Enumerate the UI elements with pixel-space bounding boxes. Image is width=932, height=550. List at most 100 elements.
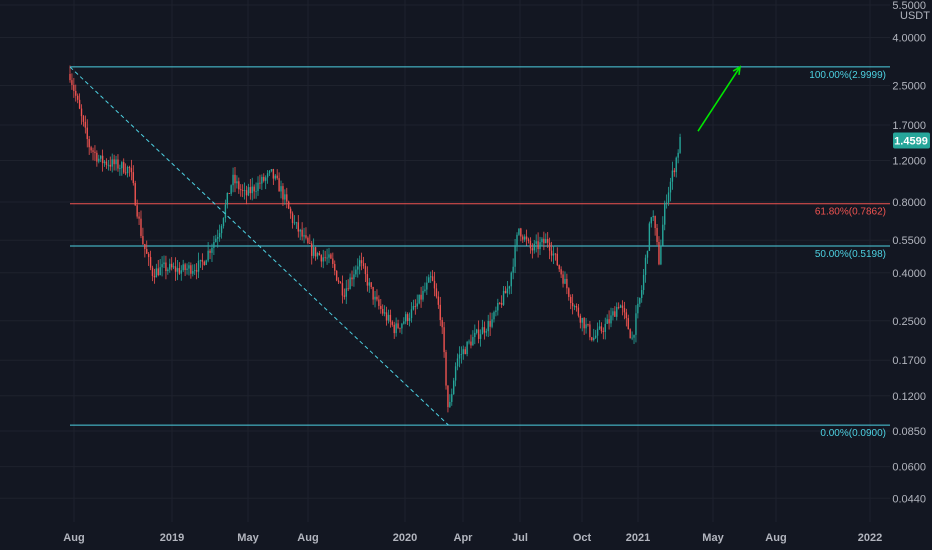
candle-body: [149, 257, 152, 268]
candle-body: [251, 186, 253, 194]
candle-body: [614, 311, 616, 317]
candle-body: [291, 213, 294, 223]
fib-level-label: 100.00%(2.9999): [809, 70, 886, 81]
candle-body: [259, 182, 261, 184]
candle-body: [468, 341, 470, 343]
candle-body: [261, 176, 263, 184]
candle-body: [516, 234, 518, 246]
fib-level-label: 0.00%(0.0900): [820, 428, 886, 439]
candle-body: [98, 158, 100, 162]
candle-body: [445, 352, 447, 386]
x-tick-label: Aug: [297, 532, 318, 544]
candle-body: [412, 306, 415, 310]
candle-body: [596, 328, 599, 336]
candle-body: [307, 237, 309, 244]
candle-body: [460, 354, 463, 355]
candle-body: [217, 237, 219, 239]
fib-retracement[interactable]: 100.00%(2.9999) 61.80%(0.7862) 50.00%(0.51…: [70, 66, 890, 439]
candle-body: [623, 307, 626, 313]
candle-body: [349, 277, 351, 290]
candle-body: [238, 181, 240, 190]
candle-body: [184, 264, 186, 270]
candle-body: [545, 239, 547, 244]
y-tick-label: 5.5000: [892, 0, 926, 12]
candle-body: [652, 215, 654, 218]
candle-body: [428, 277, 430, 283]
candle-body: [366, 274, 369, 286]
candle-body: [328, 254, 330, 258]
time-axis[interactable]: Aug 2019 May Aug 2020 Apr Jul Oct 2021 May Aug 2022: [63, 532, 882, 544]
candle-body: [124, 172, 127, 174]
x-tick-label: 2022: [858, 532, 882, 544]
candle-body: [679, 137, 681, 153]
candle-body: [598, 326, 601, 329]
candle-body: [324, 257, 326, 259]
candle-body: [178, 268, 181, 274]
candle-body: [326, 257, 328, 259]
candle-body: [500, 302, 503, 305]
x-tick-label: Aug: [63, 532, 84, 544]
candle-body: [144, 243, 146, 250]
candle-body: [266, 173, 269, 178]
candle-body: [429, 276, 432, 278]
candle-body: [602, 331, 605, 332]
candle-body: [241, 190, 244, 191]
candle-body: [497, 302, 499, 311]
candle-body: [566, 278, 568, 289]
y-tick-label: 1.7000: [892, 120, 926, 132]
candle-body: [662, 224, 664, 246]
candle-body: [435, 288, 438, 297]
candle-body: [405, 314, 407, 322]
candle-body: [564, 278, 566, 284]
candle-body: [186, 268, 188, 270]
candle-body: [169, 263, 171, 270]
candle-body: [612, 311, 614, 316]
candle-body: [489, 321, 491, 327]
candle-body: [167, 269, 169, 272]
candle-body: [90, 147, 92, 151]
candle-body: [301, 229, 303, 237]
candle-body: [443, 327, 445, 353]
candle-body: [332, 258, 334, 265]
price-axis[interactable]: USDT 5.5000 4.0000 2.5000 1.7000 1.2000 0.800…: [892, 0, 930, 505]
candle-body: [197, 260, 200, 272]
candle-body: [228, 192, 230, 194]
candle-body: [351, 277, 353, 280]
candle-body: [80, 108, 83, 117]
y-tick-label: 1.2000: [892, 156, 926, 168]
candle-body: [451, 394, 453, 402]
candle-body: [295, 222, 298, 224]
candle-body: [226, 192, 229, 205]
x-tick-label: May: [702, 532, 724, 544]
candle-body: [570, 296, 572, 304]
candle-body: [537, 241, 539, 250]
candle-body: [667, 192, 670, 203]
candle-body: [401, 323, 403, 329]
candle-body: [414, 306, 417, 307]
candle-body: [431, 276, 434, 281]
candle-body: [180, 270, 182, 274]
candle-body: [642, 274, 645, 291]
candle-body: [109, 164, 111, 167]
candle-body: [165, 262, 167, 272]
candle-body: [151, 267, 154, 276]
candle-body: [558, 265, 560, 270]
x-tick-label: Jul: [512, 532, 528, 544]
candle-body: [69, 73, 71, 81]
y-tick-label: 0.5500: [892, 235, 926, 247]
candle-body: [466, 341, 468, 355]
candle-body: [105, 161, 108, 165]
candle-body: [337, 280, 340, 283]
candle-body: [378, 299, 380, 306]
candle-body: [245, 190, 248, 196]
candle-body: [479, 334, 482, 339]
candle-body: [485, 331, 488, 333]
x-tick-label: Aug: [765, 532, 786, 544]
annotations[interactable]: [69, 65, 742, 426]
candle-body: [343, 295, 346, 297]
candle-body: [161, 264, 163, 268]
candle-body: [320, 255, 323, 262]
candle-body: [543, 238, 545, 244]
candle-body: [94, 151, 96, 153]
